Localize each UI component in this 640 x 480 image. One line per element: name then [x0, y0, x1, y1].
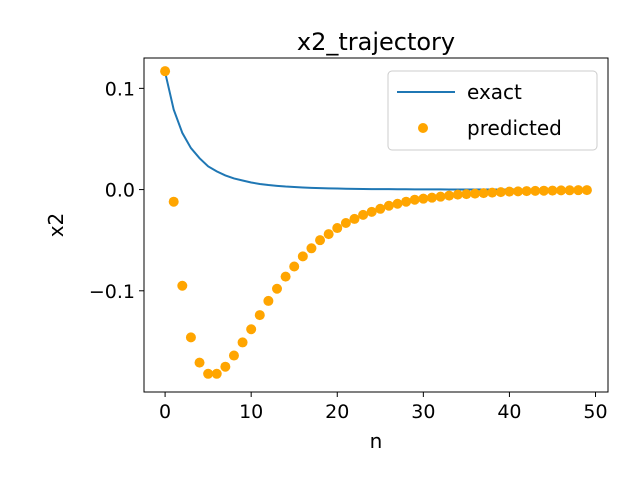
point-predicted	[203, 368, 214, 379]
point-predicted	[211, 368, 222, 379]
y-tick-label: 0.1	[105, 78, 135, 100]
plot-area	[160, 66, 592, 379]
point-predicted	[358, 209, 369, 220]
point-predicted	[564, 185, 575, 196]
point-predicted	[478, 188, 489, 199]
point-predicted	[495, 187, 506, 198]
point-predicted	[556, 185, 567, 196]
point-predicted	[375, 203, 386, 214]
point-predicted	[418, 193, 429, 204]
point-predicted	[185, 332, 196, 343]
y-axis-label: x2	[44, 213, 68, 238]
legend-label-exact: exact	[467, 80, 522, 104]
point-predicted	[401, 196, 412, 207]
point-predicted	[392, 198, 403, 209]
point-predicted	[332, 223, 343, 234]
point-predicted	[272, 283, 282, 294]
point-predicted	[280, 271, 291, 282]
x-tick-label: 40	[497, 401, 521, 423]
x-tick-label: 50	[583, 401, 607, 423]
legend-swatch-predicted	[418, 123, 428, 133]
point-predicted	[573, 185, 584, 196]
point-predicted	[366, 206, 377, 217]
point-predicted	[461, 189, 472, 200]
axes-frame	[143, 57, 609, 393]
x-axis-ticks: 0 10 20 30 40 50	[159, 392, 608, 423]
x-tick-label: 20	[325, 401, 349, 423]
point-predicted	[538, 185, 549, 196]
point-predicted	[263, 295, 274, 306]
point-predicted	[315, 235, 326, 246]
point-predicted	[237, 337, 248, 348]
point-predicted	[246, 324, 257, 335]
point-predicted	[228, 350, 239, 361]
point-predicted	[306, 243, 317, 254]
x-tick-label: 30	[411, 401, 435, 423]
point-predicted	[220, 361, 231, 372]
point-predicted	[470, 188, 480, 199]
point-predicted	[504, 186, 515, 197]
point-predicted	[435, 191, 446, 202]
x-tick-label: 10	[239, 401, 263, 423]
point-predicted	[444, 190, 455, 201]
point-predicted	[383, 200, 394, 211]
y-axis-ticks: 0.1 0.0 −0.1	[89, 78, 144, 303]
point-predicted	[177, 280, 188, 291]
y-tick-label: 0.0	[105, 180, 135, 202]
legend-label-predicted: predicted	[467, 116, 562, 140]
point-predicted	[168, 196, 179, 207]
y-tick-label: −0.1	[89, 281, 135, 303]
point-predicted	[409, 194, 420, 205]
x-tick-label: 0	[159, 401, 171, 423]
x-axis-label: n	[370, 429, 383, 453]
point-predicted	[426, 192, 437, 203]
point-predicted	[530, 185, 541, 196]
point-predicted	[487, 187, 498, 198]
point-predicted	[160, 66, 171, 77]
point-predicted	[521, 186, 532, 197]
chart-title: x2_trajectory	[297, 28, 455, 56]
point-predicted	[340, 217, 351, 228]
point-predicted	[254, 310, 265, 321]
legend: exact predicted	[387, 70, 598, 151]
point-predicted	[513, 186, 524, 197]
point-predicted	[349, 213, 360, 224]
point-predicted	[289, 261, 300, 272]
point-predicted	[323, 229, 334, 240]
point-predicted	[194, 357, 205, 368]
point-predicted	[452, 189, 463, 200]
point-predicted	[547, 185, 558, 196]
legend-box	[387, 70, 598, 151]
point-predicted	[581, 185, 592, 196]
point-predicted	[297, 251, 308, 262]
